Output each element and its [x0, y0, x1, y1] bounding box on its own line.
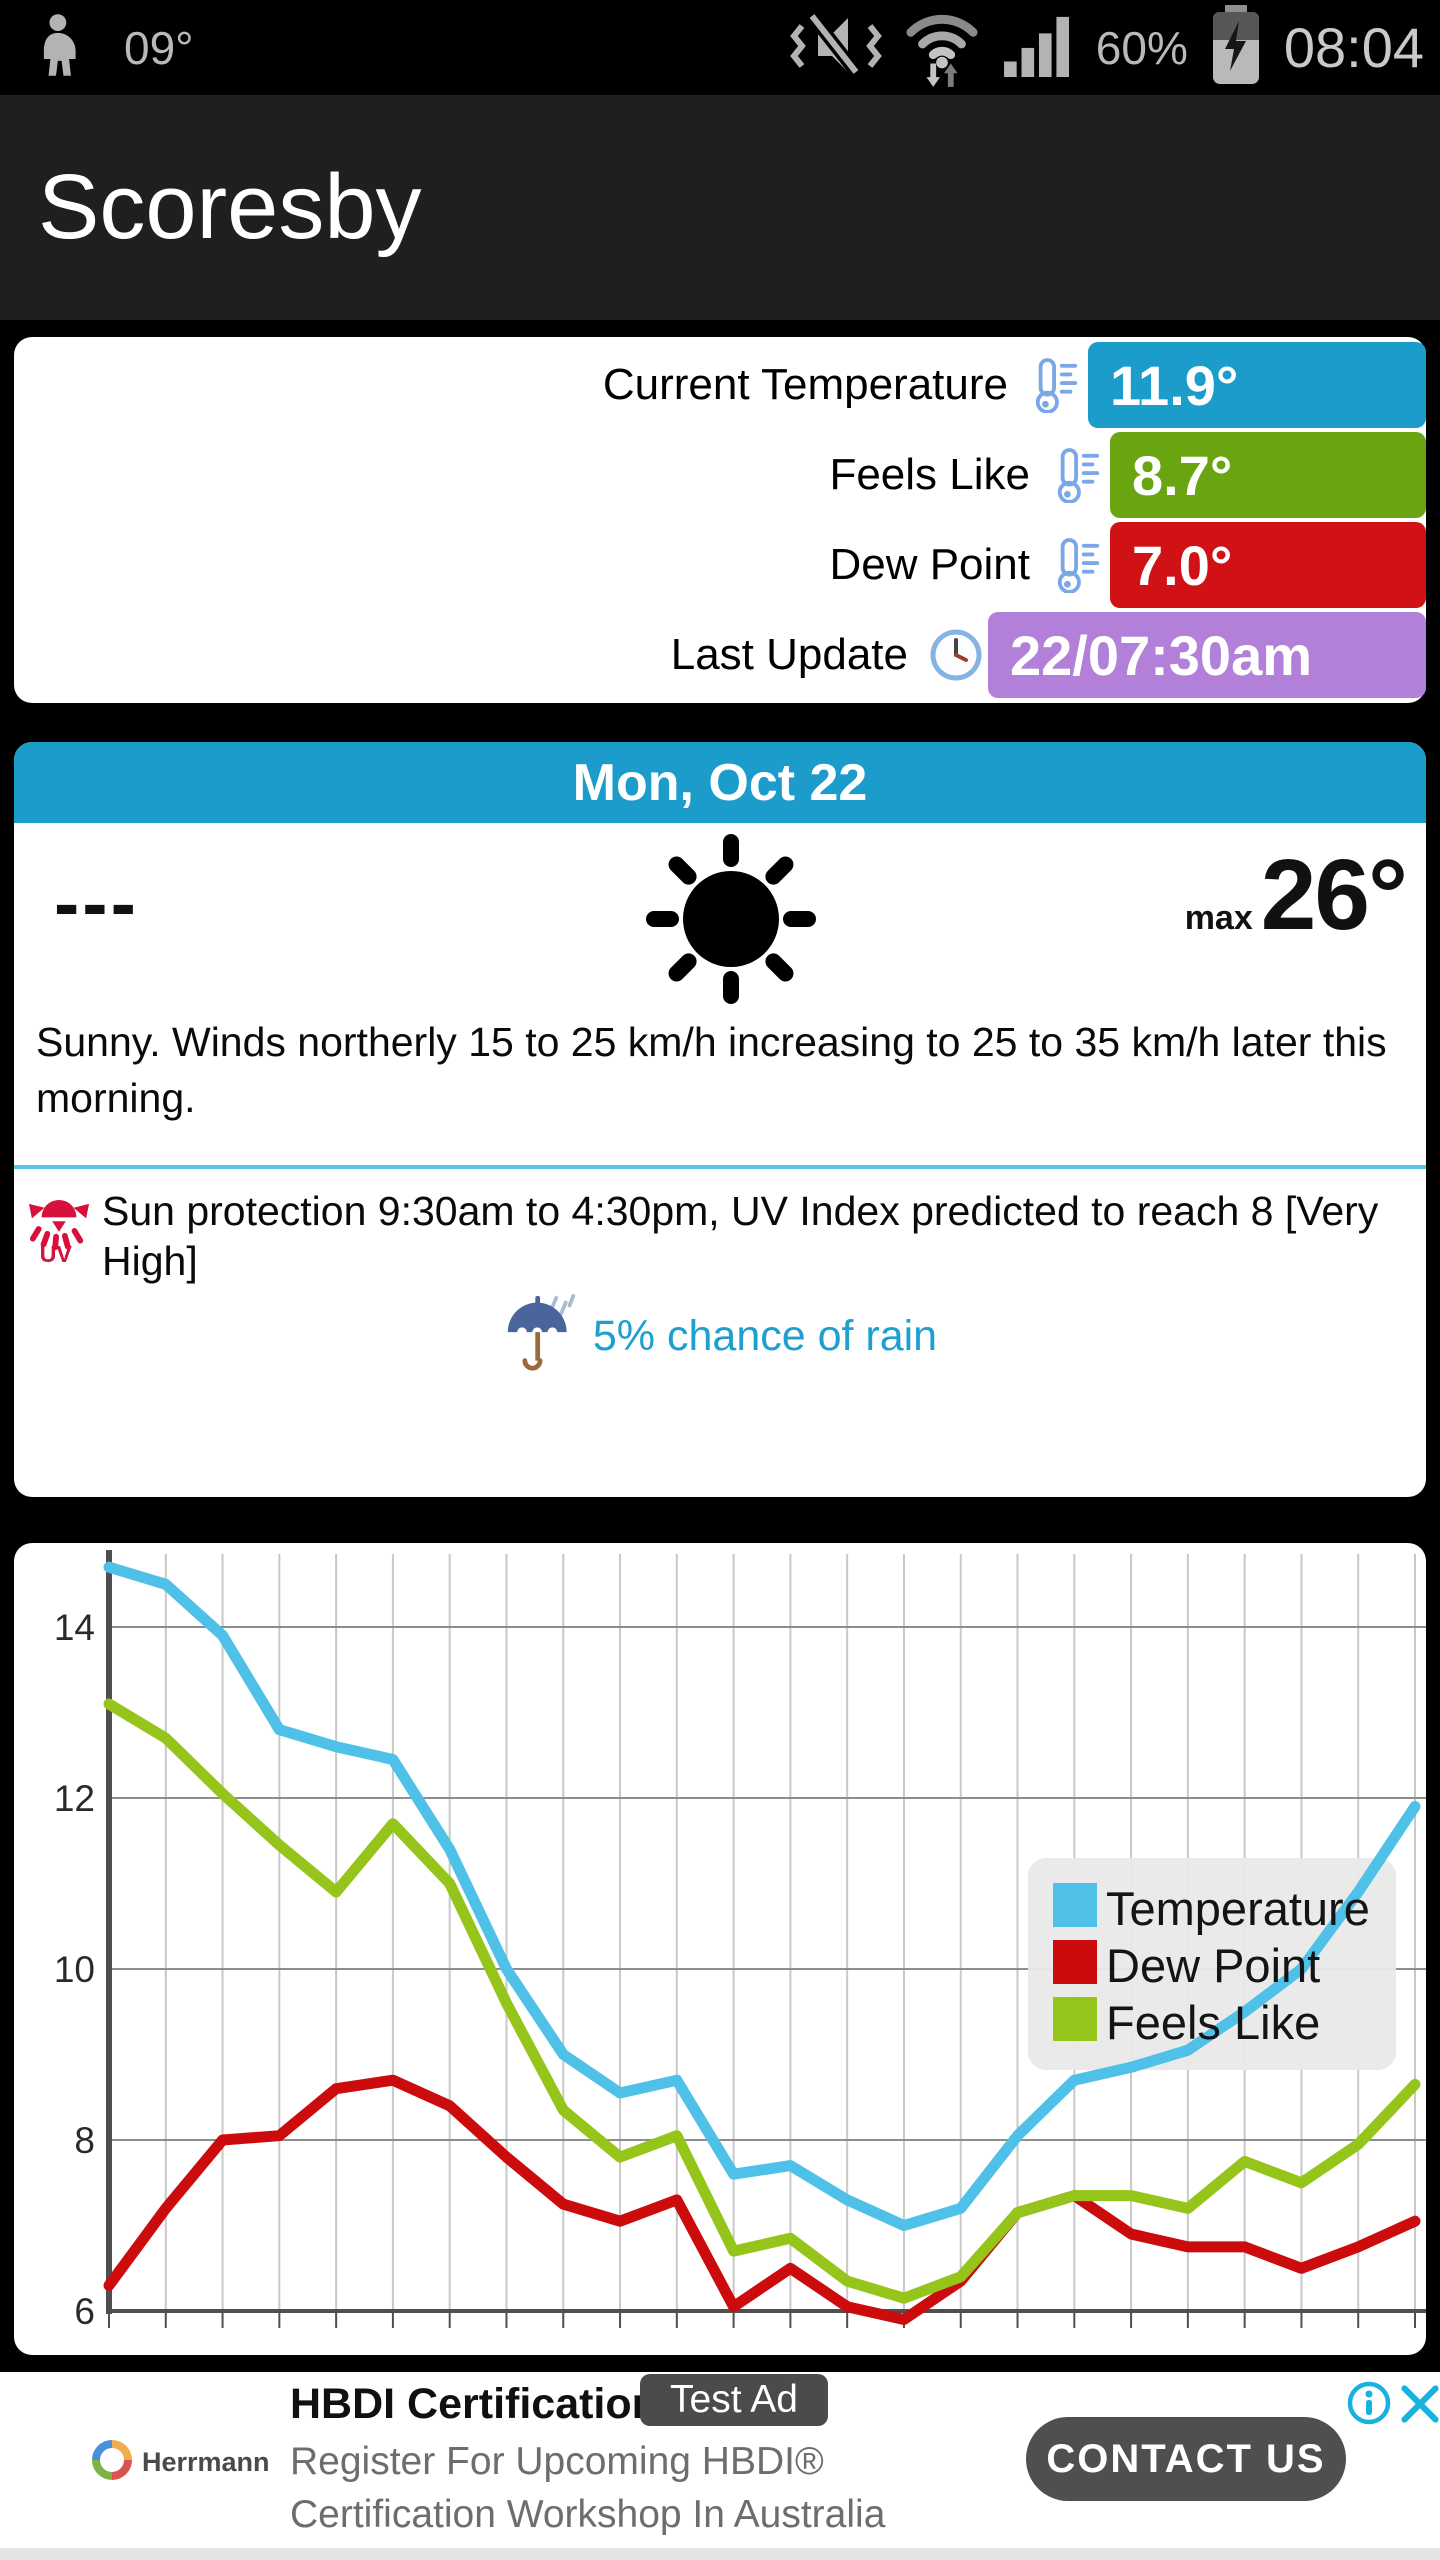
battery-charging-icon	[1210, 5, 1262, 90]
status-outside-temp: 09°	[124, 21, 194, 74]
sun-icon	[646, 834, 816, 1009]
umbrella-rain-icon	[503, 1294, 579, 1379]
forecast-divider	[14, 1165, 1426, 1169]
wifi-updown-icon	[904, 3, 980, 92]
forecast-header: Mon, Oct 22	[14, 742, 1426, 823]
ad-brand-name: Herrmann	[142, 2447, 270, 2477]
status-bar: 09°	[0, 0, 1440, 95]
dew-point-value: 7.0°	[1110, 522, 1426, 608]
dew-point-label: Dew Point	[829, 540, 1030, 589]
svg-text:UV: UV	[40, 1241, 73, 1264]
max-label: max	[1184, 899, 1253, 937]
ad-brand[interactable]: Herrmann	[90, 2438, 270, 2487]
legend-swatch	[1053, 1883, 1097, 1927]
svg-text:8: 8	[74, 2120, 95, 2161]
legend-swatch	[1053, 1997, 1097, 2041]
last-update-row: Last Update 22/07:30am	[14, 612, 1426, 698]
forecast-max: max 26°	[1184, 838, 1408, 953]
forecast-summary: Sunny. Winds northerly 15 to 25 km/h inc…	[36, 1019, 1387, 1121]
rain-chance-row: 5% chance of rain	[14, 1294, 1426, 1379]
svg-text:6: 6	[74, 2291, 95, 2332]
herrmann-logo-icon	[90, 2438, 134, 2487]
legend-label: Dew Point	[1106, 1939, 1320, 1992]
contact-us-button[interactable]: CONTACT US	[1026, 2417, 1346, 2501]
feels-like-value: 8.7°	[1110, 432, 1426, 518]
app-bar: Scoresby	[0, 95, 1440, 320]
signal-strength-icon	[1002, 13, 1074, 82]
forecast-min-value: ---	[54, 861, 139, 946]
vibrate-mute-icon	[789, 11, 882, 83]
ad-close-icon[interactable]	[1400, 2384, 1440, 2429]
thermometer-icon	[1046, 537, 1110, 593]
last-update-label: Last Update	[670, 630, 908, 679]
thermometer-icon	[1046, 447, 1110, 503]
last-update-value: 22/07:30am	[988, 612, 1426, 698]
legend-label: Feels Like	[1106, 1996, 1320, 2049]
uv-index-icon: UV	[28, 1194, 90, 1269]
battery-percent: 60%	[1095, 21, 1188, 74]
uv-advice-text: Sun protection 9:30am to 4:30pm, UV Inde…	[102, 1188, 1379, 1284]
svg-text:10: 10	[54, 1949, 95, 1990]
current-temperature-value: 11.9°	[1088, 342, 1426, 428]
ad-headline-link[interactable]: HBDI Certification	[290, 2380, 658, 2428]
status-clock: 08:04	[1283, 16, 1424, 79]
current-temperature-label: Current Temperature	[602, 360, 1008, 409]
status-bar-right: 60% 08:04	[789, 0, 1424, 95]
svg-text:14: 14	[54, 1607, 95, 1648]
ad-bottom-strip	[0, 2548, 1440, 2560]
ad-body-line1[interactable]: Register For Upcoming HBDI®	[290, 2440, 824, 2483]
current-conditions-card: Current Temperature 11.9° Feels Like	[14, 337, 1426, 703]
ad-body-line2[interactable]: Certification Workshop In Australia	[290, 2493, 886, 2536]
page-title: Scoresby	[38, 156, 422, 258]
clock-icon	[924, 627, 988, 683]
series-temperature	[103, 1561, 1421, 2231]
ad-banner[interactable]: Herrmann HBDI Certification Test Ad Regi…	[0, 2372, 1440, 2560]
person-icon	[28, 12, 84, 83]
rain-chance-text: 5% chance of rain	[592, 1312, 938, 1360]
thermometer-icon	[1024, 357, 1088, 413]
legend-swatch	[1053, 1940, 1097, 1984]
dew-point-row: Dew Point 7.0°	[14, 522, 1426, 608]
max-value: 26°	[1260, 839, 1408, 951]
svg-text:12: 12	[54, 1778, 95, 1819]
forecast-date: Mon, Oct 22	[572, 753, 868, 812]
status-bar-left: 09°	[28, 0, 194, 95]
feels-like-label: Feels Like	[829, 450, 1030, 499]
forecast-card: Mon, Oct 22 --- max 26° Su	[14, 742, 1426, 1497]
chart-card: 6 8 10 12 14 Temperature Dew Point Feels Like	[14, 1543, 1426, 2355]
feels-like-row: Feels Like 8.7°	[14, 432, 1426, 518]
current-temperature-row: Current Temperature 11.9°	[14, 342, 1426, 428]
test-ad-badge[interactable]: Test Ad	[640, 2374, 828, 2426]
legend-label: Temperature	[1106, 1882, 1370, 1935]
ad-info-icon[interactable]	[1346, 2380, 1392, 2431]
series-feels-like	[103, 1698, 1421, 2304]
series-dew-point	[103, 2074, 1421, 2325]
